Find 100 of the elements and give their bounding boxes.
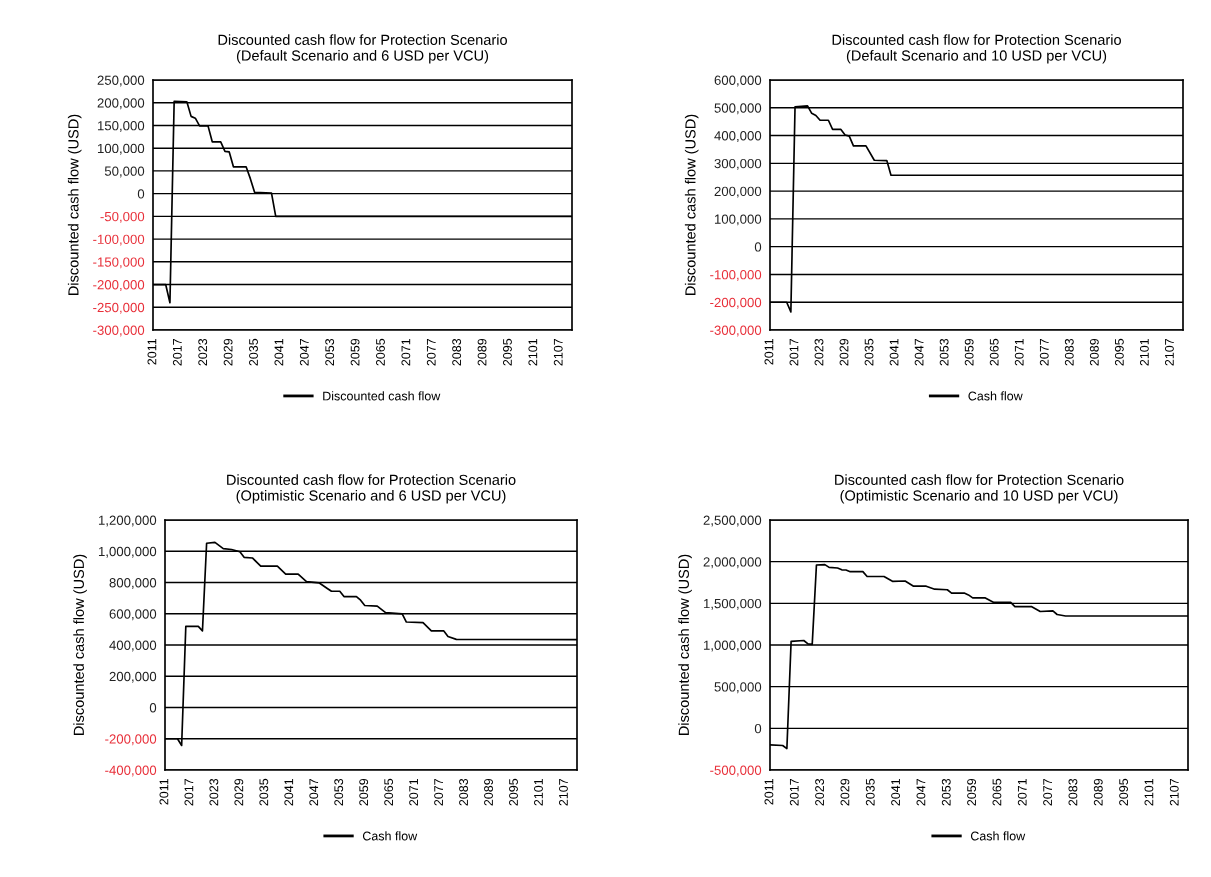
x-tick-label: 2047	[299, 338, 309, 366]
y-tick-label: 0	[754, 242, 762, 252]
y-tick-label: 200,000	[714, 186, 762, 198]
x-tick-label: 2077	[1039, 338, 1049, 366]
x-tick-label: 2035	[864, 338, 874, 366]
chart-subtitle: (Optimistic Scenario and 10 USD per VCU)	[840, 489, 1118, 504]
x-tick-label: 2083	[1064, 338, 1074, 366]
x-tick-label: 2089	[1089, 338, 1099, 366]
y-tick-label: 200,000	[97, 98, 145, 110]
x-tick-label: 2071	[1017, 778, 1027, 806]
legend-label: Cash flow	[362, 831, 418, 841]
x-tick-label: 2029	[840, 778, 850, 806]
x-tick-label: 2041	[284, 778, 294, 806]
y-tick-label: 1,500,000	[703, 598, 762, 610]
x-tick-label: 2023	[814, 338, 824, 366]
x-tick-label: 2041	[889, 338, 899, 366]
y-tick-label: -100,000	[710, 270, 762, 281]
x-tick-label: 2065	[992, 778, 1002, 806]
x-tick-label: 2059	[359, 778, 369, 806]
y-tick-label: 600,000	[109, 609, 157, 621]
legend-label: Discounted cash flow	[323, 391, 441, 401]
y-tick-label: 800,000	[109, 578, 157, 589]
x-tick-label: 2071	[401, 338, 411, 366]
x-tick-label: 2041	[274, 338, 284, 366]
y-axis-title: Discounted cash flow (USD)	[67, 114, 82, 295]
x-tick-label: 2035	[249, 338, 258, 366]
x-tick-label: 2089	[1093, 778, 1103, 806]
y-tick-label: 1,200,000	[98, 515, 157, 527]
chart-subtitle: (Default Scenario and 6 USD per VCU)	[236, 49, 489, 64]
y-tick-label: -400,000	[105, 765, 157, 777]
x-tick-label: 2029	[223, 338, 233, 366]
x-tick-label: 2011	[764, 338, 774, 365]
y-tick-label: 1,000,000	[703, 640, 762, 652]
x-tick-label: 2083	[1068, 778, 1078, 806]
x-tick-label: 2059	[350, 338, 360, 366]
y-tick-label: -200,000	[93, 280, 145, 292]
y-tick-label: -200,000	[105, 734, 157, 746]
y-tick-label: -150,000	[93, 257, 145, 269]
x-tick-label: 2095	[503, 338, 512, 366]
legend-label: Cash flow	[968, 391, 1023, 401]
x-tick-label: 2077	[426, 338, 436, 366]
y-tick-label: 200,000	[109, 671, 157, 683]
y-tick-label: 100,000	[97, 143, 145, 155]
x-tick-label: 2047	[914, 338, 924, 366]
y-tick-label: -200,000	[710, 297, 762, 309]
y-tick-label: 0	[754, 723, 762, 734]
y-tick-label: 400,000	[109, 640, 157, 652]
y-tick-label: -500,000	[710, 765, 762, 777]
chart-title: Discounted cash flow for Protection Scenario	[218, 34, 507, 45]
x-tick-label: 2011	[764, 778, 774, 805]
y-tick-label: 500,000	[714, 103, 762, 115]
x-tick-label: 2029	[234, 778, 244, 806]
x-tick-label: 2011	[159, 778, 169, 805]
x-tick-label: 2107	[1169, 778, 1179, 806]
x-tick-label: 2107	[553, 338, 563, 366]
y-tick-label: 600,000	[714, 75, 762, 87]
y-tick-label: -50,000	[100, 211, 145, 223]
x-tick-label: 2065	[989, 338, 999, 366]
x-tick-label: 2083	[459, 778, 468, 806]
x-tick-label: 2101	[1144, 778, 1154, 806]
x-tick-label: 2101	[1139, 338, 1149, 366]
y-axis-title: Discounted cash flow (USD)	[684, 114, 699, 295]
y-tick-label: 1,000,000	[98, 546, 157, 558]
chart-title: Discounted cash flow for Protection Scenario	[835, 474, 1124, 485]
x-tick-label: 2107	[1164, 338, 1174, 366]
x-tick-label: 2107	[559, 778, 568, 806]
y-tick-label: 50,000	[104, 166, 145, 178]
x-tick-label: 2095	[509, 778, 518, 806]
chart-title: Discounted cash flow for Protection Scenario	[832, 34, 1121, 45]
x-tick-label: 2017	[789, 778, 799, 806]
x-tick-label: 2017	[172, 338, 182, 366]
x-tick-label: 2029	[839, 338, 849, 366]
x-tick-label: 2071	[1014, 338, 1024, 366]
x-tick-label: 2077	[1043, 778, 1053, 806]
x-tick-label: 2053	[334, 778, 344, 806]
x-tick-label: 2059	[967, 778, 977, 806]
x-tick-label: 2011	[147, 338, 157, 365]
x-tick-label: 2023	[815, 778, 825, 806]
x-tick-label: 2083	[452, 338, 462, 366]
y-tick-label: 0	[137, 189, 145, 199]
x-tick-label: 2053	[325, 338, 335, 366]
x-tick-label: 2101	[534, 778, 543, 806]
x-tick-label: 2089	[477, 338, 487, 366]
x-tick-label: 2053	[941, 778, 951, 806]
y-axis-title: Discounted cash flow (USD)	[73, 554, 87, 735]
x-tick-label: 2053	[939, 338, 949, 366]
legend-label: Cash flow	[970, 831, 1026, 841]
x-tick-label: 2065	[376, 338, 385, 366]
chart-subtitle: (Default Scenario and 10 USD per VCU)	[846, 49, 1107, 64]
x-tick-label: 2071	[409, 778, 419, 806]
x-tick-label: 2101	[528, 338, 538, 366]
y-tick-label: -300,000	[710, 325, 762, 337]
y-tick-label: 250,000	[97, 75, 145, 87]
x-tick-label: 2047	[916, 778, 926, 806]
x-tick-label: 2035	[259, 778, 269, 806]
x-tick-label: 2077	[434, 778, 444, 806]
y-tick-label: 2,000,000	[703, 557, 762, 569]
y-tick-label: 400,000	[714, 131, 762, 143]
y-tick-label: -300,000	[93, 325, 145, 337]
x-tick-label: 2017	[184, 778, 194, 806]
